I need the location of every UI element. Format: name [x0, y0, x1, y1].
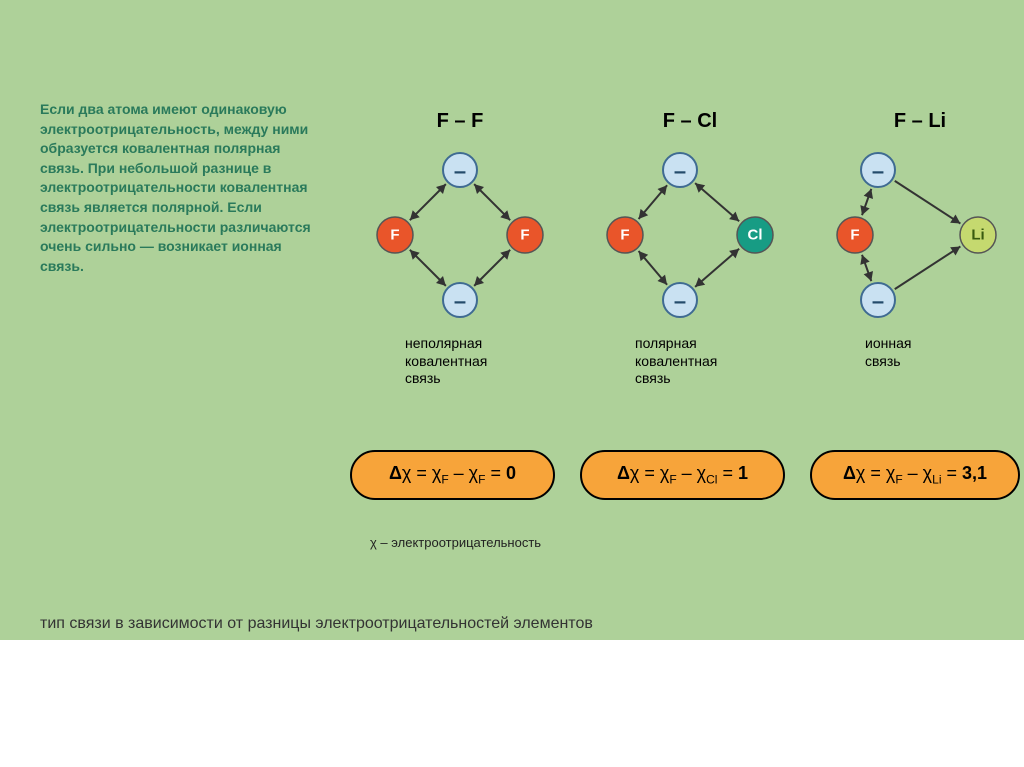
figure-caption: тип связи в зависимости от разницы элект…: [40, 615, 593, 633]
minus-icon: –: [454, 159, 466, 184]
electron-node: –: [443, 153, 477, 187]
bond-type-label: неполярнаяковалентнаясвязь: [405, 335, 585, 388]
electron-node: –: [861, 153, 895, 187]
diagram-title: F – F: [350, 110, 570, 133]
diagram-title: F – Li: [810, 110, 1024, 133]
minus-icon: –: [872, 289, 884, 314]
atom-label: F: [520, 227, 529, 244]
formula-pill-f-f: Δχ = χF – χF = 0: [350, 450, 555, 500]
minus-icon: –: [674, 289, 686, 314]
electron-node: –: [663, 283, 697, 317]
atom-label: F: [850, 227, 859, 244]
bond-arrow-line: [895, 181, 961, 224]
formula-text: Δχ = χF – χCl = 1: [617, 463, 748, 487]
diagram-title: F – Cl: [580, 110, 800, 133]
atom-label: F: [620, 227, 629, 244]
minus-icon: –: [454, 289, 466, 314]
bond-arrow-line: [895, 246, 961, 289]
bond-type-label: полярнаяковалентнаясвязь: [635, 335, 815, 388]
bond-diagram-svg: – F Li –: [810, 140, 1024, 330]
bond-diagram-svg: – F Cl –: [580, 140, 800, 330]
electron-node: –: [663, 153, 697, 187]
atom-node-f: F: [377, 217, 413, 253]
main-panel: Если два атома имеют одинаковую электроо…: [0, 0, 1024, 640]
bond-diagram-svg: – F F –: [350, 140, 570, 330]
atom-node-li: Li: [960, 217, 996, 253]
electron-node: –: [443, 283, 477, 317]
formula-pill-f-li: Δχ = χF – χLi = 3,1: [810, 450, 1020, 500]
formula-text: Δχ = χF – χLi = 3,1: [843, 463, 987, 487]
atom-node-f: F: [837, 217, 873, 253]
formula-pill-f-cl: Δχ = χF – χCl = 1: [580, 450, 785, 500]
minus-icon: –: [872, 159, 884, 184]
atom-label: F: [390, 227, 399, 244]
atom-node-f: F: [607, 217, 643, 253]
bond-type-label: ионнаясвязь: [865, 335, 1024, 370]
minus-icon: –: [674, 159, 686, 184]
atom-node-cl: Cl: [737, 217, 773, 253]
electron-node: –: [861, 283, 895, 317]
atom-label: Li: [971, 227, 984, 244]
description-text: Если два атома имеют одинаковую электроо…: [40, 100, 320, 276]
atom-node-f: F: [507, 217, 543, 253]
chi-definition: χ – электроотрицательность: [370, 535, 541, 550]
formula-text: Δχ = χF – χF = 0: [389, 463, 516, 487]
atom-label: Cl: [748, 227, 763, 244]
